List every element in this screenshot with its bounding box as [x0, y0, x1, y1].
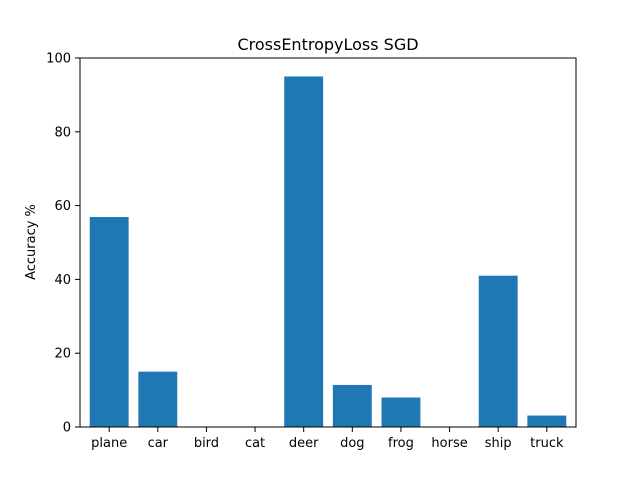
y-tick-label: 40 [54, 273, 71, 288]
x-tick-label-dog: dog [340, 436, 364, 451]
y-tick-label: 20 [54, 347, 71, 362]
x-tick-label-horse: horse [431, 436, 467, 451]
bars-layer [89, 76, 567, 427]
x-tick-label-ship: ship [485, 436, 512, 451]
x-tick-label-frog: frog [388, 436, 414, 451]
x-axis-ticks: plane car bird cat deer dog frog horse ship truck [91, 427, 564, 451]
bar-dog [332, 384, 372, 427]
bar-plane [89, 217, 129, 427]
x-tick-label-plane: plane [91, 436, 127, 451]
y-tick-label: 0 [63, 421, 71, 436]
bar-deer [284, 76, 324, 427]
bar-car [138, 371, 178, 427]
x-tick-label-bird: bird [194, 436, 219, 451]
y-tick-label: 80 [54, 125, 71, 140]
bar-ship [478, 275, 518, 427]
x-tick-label-deer: deer [289, 436, 319, 451]
x-tick-label-car: car [148, 436, 169, 451]
y-axis-label: Accuracy % [24, 204, 39, 280]
x-tick-label-cat: cat [245, 436, 265, 451]
axes-layer [79, 57, 577, 428]
y-tick-label: 60 [54, 199, 71, 214]
chart-title: CrossEntropyLoss SGD [237, 35, 418, 54]
x-tick-label-truck: truck [530, 436, 564, 451]
bar-truck [527, 415, 567, 427]
y-axis-ticks: 0 20 40 60 80 100 [46, 52, 80, 436]
axes-frame [79, 57, 577, 428]
bar-frog [381, 397, 421, 427]
y-tick-label: 100 [46, 52, 71, 67]
